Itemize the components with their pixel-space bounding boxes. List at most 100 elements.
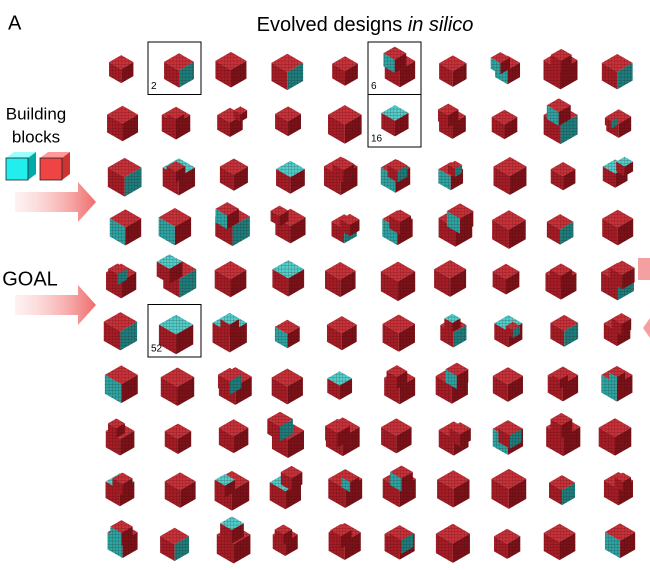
voxel-texture [396, 371, 408, 389]
cube-red [39, 152, 70, 181]
voxel-texture [615, 427, 632, 456]
voxel-texture [448, 160, 463, 169]
voxel-texture [507, 375, 523, 402]
voxel-texture [108, 423, 117, 438]
design [601, 260, 635, 301]
voxel-texture [448, 164, 456, 177]
voxel-texture [490, 57, 501, 75]
design [332, 56, 358, 86]
design [492, 210, 526, 249]
highlight-label: 6 [371, 81, 377, 92]
voxel-texture [164, 423, 192, 439]
voxel-texture [401, 472, 413, 492]
voxel-texture [505, 325, 513, 339]
design [214, 260, 247, 298]
voxel-texture [492, 219, 509, 249]
voxel-texture [440, 324, 454, 348]
design [604, 109, 632, 138]
voxel-texture [103, 321, 121, 351]
voxel-texture [560, 221, 574, 245]
design [383, 46, 416, 88]
voxel-texture [546, 221, 561, 245]
design [276, 160, 305, 194]
voxel-texture [492, 271, 507, 295]
title-italic: in silico [408, 14, 474, 36]
voxel-texture [231, 480, 250, 511]
voxel-texture [437, 479, 454, 508]
voxel-texture [382, 219, 398, 246]
design [272, 524, 298, 556]
design [491, 468, 527, 509]
voxel-texture [500, 57, 511, 75]
design [543, 523, 576, 561]
voxel-texture [550, 419, 562, 438]
design [215, 202, 250, 247]
voxel-texture [341, 324, 357, 351]
design [328, 469, 363, 509]
voxel-texture [491, 478, 509, 509]
voxel-texture [218, 427, 234, 454]
design [161, 106, 191, 140]
design [382, 465, 416, 508]
voxel-texture [399, 478, 416, 508]
voxel-texture [398, 323, 415, 352]
voxel-texture [107, 105, 139, 124]
design [331, 213, 360, 244]
voxel-texture [550, 169, 564, 191]
voxel-texture [109, 55, 134, 70]
design [275, 106, 301, 137]
voxel-texture [340, 270, 356, 298]
design [601, 365, 633, 402]
voxel-texture [614, 477, 623, 492]
voxel-texture [601, 62, 618, 90]
voxel-texture [609, 260, 635, 275]
design [492, 420, 524, 455]
voxel-texture [550, 263, 572, 277]
design [271, 368, 303, 405]
voxel-texture [212, 322, 230, 353]
design [326, 316, 357, 351]
voxel-texture [620, 532, 636, 559]
voxel-texture [325, 270, 341, 298]
voxel-texture [121, 526, 133, 546]
voxel-texture [229, 374, 242, 395]
voxel-texture [460, 428, 471, 447]
voxel-texture [269, 482, 286, 510]
design [492, 263, 520, 295]
voxel-texture [224, 479, 236, 498]
voxel-texture [217, 367, 242, 382]
voxel-texture [341, 472, 359, 483]
voxel-texture [280, 419, 293, 442]
voxel-texture [219, 166, 234, 191]
voxel-texture [543, 532, 560, 561]
design [382, 209, 413, 246]
design [107, 105, 139, 142]
voxel-texture [558, 105, 571, 126]
voxel-texture [124, 167, 142, 197]
voxel-texture [220, 319, 230, 336]
arrow [15, 285, 96, 325]
voxel-texture [158, 324, 177, 355]
voxel-texture [233, 110, 241, 122]
voxel-texture [108, 418, 125, 429]
voxel-texture [116, 423, 125, 438]
voxel-texture [617, 218, 634, 246]
voxel-texture [121, 272, 137, 299]
voxel-texture [505, 321, 520, 330]
voxel-texture [446, 211, 461, 234]
voxel-texture [230, 60, 247, 88]
voxel-texture [285, 482, 302, 510]
voxel-texture [291, 472, 303, 491]
voxel-texture [158, 217, 175, 246]
design [160, 527, 190, 562]
voxel-texture [287, 326, 300, 349]
voxel-texture [389, 215, 401, 235]
design [494, 315, 523, 348]
voxel-texture [110, 520, 133, 533]
voxel-texture [219, 158, 248, 175]
voxel-texture [112, 472, 133, 485]
voxel-texture [604, 113, 618, 122]
voxel-texture [453, 479, 470, 508]
voxel-texture [325, 426, 338, 448]
voxel-texture [435, 375, 452, 404]
